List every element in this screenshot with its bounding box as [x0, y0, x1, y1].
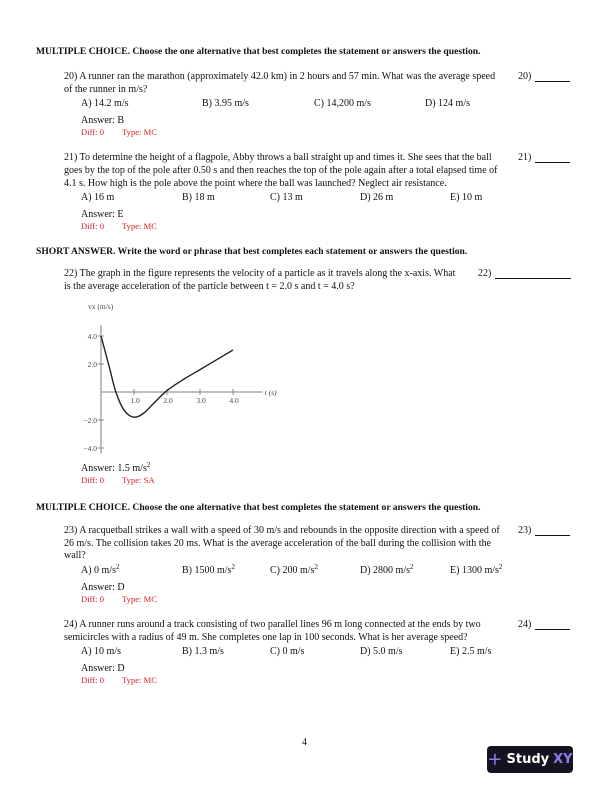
question-number: 20)	[518, 71, 532, 82]
question-22-block: 22) The graph in the figure represents t…	[64, 268, 581, 486]
logo-text-accent: XY	[553, 752, 573, 767]
option: C) 13 m	[270, 192, 303, 204]
question-23: 23) A racquetball strikes a wall with a …	[64, 525, 500, 562]
x-tick-label: 4.0	[229, 396, 239, 405]
question-24: 24) A runner runs around a track consist…	[64, 619, 481, 643]
section-heading: MULTIPLE CHOICE. Choose the one alternat…	[36, 46, 481, 57]
option: D) 124 m/s	[425, 98, 470, 110]
option: A) 14.2 m/s	[81, 98, 129, 110]
option: B) 3.95 m/s	[202, 98, 249, 110]
answer: Answer: E	[81, 208, 124, 220]
question-20-block: 20) A runner ran the marathon (approxima…	[64, 71, 581, 138]
answer-blank[interactable]	[535, 71, 571, 82]
option: E) 2.5 m/s	[450, 646, 492, 658]
plus-icon: +	[487, 749, 503, 770]
option: E) 1300 m/s	[450, 564, 499, 576]
option: D) 5.0 m/s	[360, 646, 403, 658]
meta: Diff: 0 Type: MC	[81, 127, 157, 138]
x-tick-label: 2.0	[163, 396, 173, 405]
question-number: 22)	[478, 268, 492, 280]
meta: Diff: 0 Type: MC	[81, 594, 157, 605]
option: C) 200 m/s	[270, 564, 315, 576]
question-number: 23)	[518, 525, 532, 537]
option: B) 1.3 m/s	[182, 646, 224, 658]
y-tick-label: 4.0	[88, 332, 98, 341]
option: D) 26 m	[360, 192, 394, 204]
answer: Answer: D	[81, 581, 125, 593]
option: E) 10 m	[450, 192, 483, 204]
answer: Answer: D	[81, 662, 125, 674]
question-21: 21) To determine the height of a flagpol…	[64, 152, 498, 189]
question-22: 22) The graph in the figure represents t…	[64, 268, 456, 292]
question-23-block: 23) A racquetball strikes a wall with a …	[64, 525, 581, 605]
answer-blank[interactable]	[535, 619, 571, 631]
question-21-block: 21) To determine the height of a flagpol…	[64, 152, 581, 232]
answer-blank[interactable]	[535, 525, 571, 537]
question-number: 21)	[518, 152, 532, 164]
y-tick-label: −4.0	[83, 444, 97, 453]
question-number: 24)	[518, 619, 532, 631]
x-tick-label: 1.0	[130, 396, 140, 405]
section-heading: MULTIPLE CHOICE. Choose the one alternat…	[36, 502, 481, 514]
studyxy-logo[interactable]: + Study XY	[487, 746, 573, 773]
option: B) 1500 m/s	[182, 564, 232, 576]
y-tick-label: −2.0	[83, 416, 97, 425]
meta: Diff: 0 Type: MC	[81, 675, 157, 686]
option: C) 0 m/s	[270, 646, 305, 658]
answer: Answer: B	[81, 114, 125, 126]
y-tick-label: 2.0	[88, 360, 98, 369]
velocity-curve	[100, 335, 234, 418]
answer-blank[interactable]	[495, 268, 572, 280]
meta: Diff: 0 Type: MC	[81, 221, 157, 232]
question-20: 20) A runner ran the marathon (approxima…	[64, 71, 496, 95]
option: A) 10 m/s	[81, 646, 121, 658]
option: B) 18 m	[182, 192, 215, 204]
y-axis-label: vx (m/s)	[88, 302, 114, 311]
option: C) 14,200 m/s	[314, 98, 371, 110]
x-axis-label: t (s)	[265, 388, 277, 397]
section-heading: SHORT ANSWER. Write the word or phrase t…	[36, 246, 468, 258]
answer: Answer: 1.5 m/s2	[81, 460, 151, 474]
option: A) 16 m	[81, 192, 115, 204]
option: D) 2800 m/s	[360, 564, 410, 576]
answer-blank[interactable]	[535, 152, 571, 164]
meta: Diff: 0 Type: SA	[81, 475, 155, 486]
option: A) 0 m/s	[81, 564, 116, 576]
page-number: 4	[302, 737, 307, 748]
question-24-block: 24) A runner runs around a track consist…	[64, 619, 581, 686]
velocity-graph: 4.0 2.0 −2.0 −4.0 1.0 2.0 3.0 4.0 t (s) vx (m/s)	[83, 302, 277, 454]
x-tick-label: 3.0	[196, 396, 206, 405]
logo-text: Study	[506, 752, 550, 767]
